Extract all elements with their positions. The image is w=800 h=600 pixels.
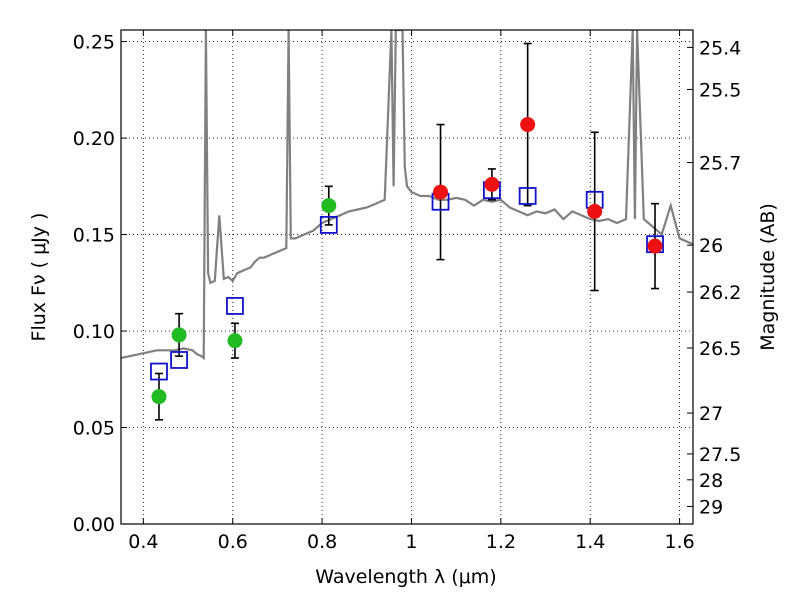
y-tick-label: 0.10	[73, 321, 115, 343]
blue-square-point	[319, 215, 338, 234]
blue-square-point	[518, 187, 537, 205]
mag-tick-label: 25.7	[699, 153, 741, 175]
x-tick-label: 1	[405, 531, 417, 553]
red-point	[433, 184, 449, 200]
mag-tick-label: 27	[699, 403, 723, 425]
blue-square-point	[150, 362, 168, 381]
x-tick-label: 0.8	[307, 531, 337, 553]
model-sed-line	[121, 30, 693, 361]
y-tick-label: 0.20	[73, 128, 115, 150]
y-tick-label: 0.00	[73, 514, 115, 536]
y-axis-title: Flux Fν ( μJy )	[28, 213, 50, 342]
red-point	[484, 176, 500, 192]
blue-square-point	[226, 297, 244, 315]
mag-tick-label: 26	[699, 235, 723, 257]
right-axis-title: Magnitude (AB)	[757, 203, 779, 351]
y-tick-label: 0.25	[73, 32, 115, 54]
mag-tick-label: 25.5	[699, 79, 741, 101]
red-point	[520, 117, 536, 133]
plot-area: 0.4 0.6 0.8 1 1.2 1.4 1.6 0.00 0.05 0.10 0.15 0.20 0…	[73, 29, 741, 553]
y-tick-label: 0.05	[73, 418, 115, 440]
y-tick-label: 0.15	[73, 225, 115, 247]
red-point	[647, 238, 663, 254]
plot-frame	[120, 29, 694, 525]
x-tick-label: 1.4	[575, 531, 605, 553]
green-point	[151, 389, 167, 405]
x-axis-title: Wavelength λ (μm)	[315, 566, 496, 588]
green-point	[171, 327, 187, 343]
mag-tick-label: 26.2	[699, 282, 741, 304]
x-tick-label: 1.2	[486, 531, 516, 553]
red-point	[587, 203, 603, 219]
mag-tick-label: 26.5	[699, 338, 741, 360]
mag-tick-label: 28	[699, 470, 723, 492]
green-point	[227, 333, 243, 349]
mag-tick-label: 25.4	[699, 37, 741, 59]
mag-tick-label: 27.5	[699, 444, 741, 466]
x-tick-label: 0.4	[128, 531, 158, 553]
green-point	[321, 198, 337, 214]
x-tick-label: 0.6	[218, 531, 248, 553]
blue-square-point	[170, 351, 188, 369]
x-tick-label: 1.6	[664, 531, 694, 553]
mag-tick-label: 29	[699, 496, 723, 518]
